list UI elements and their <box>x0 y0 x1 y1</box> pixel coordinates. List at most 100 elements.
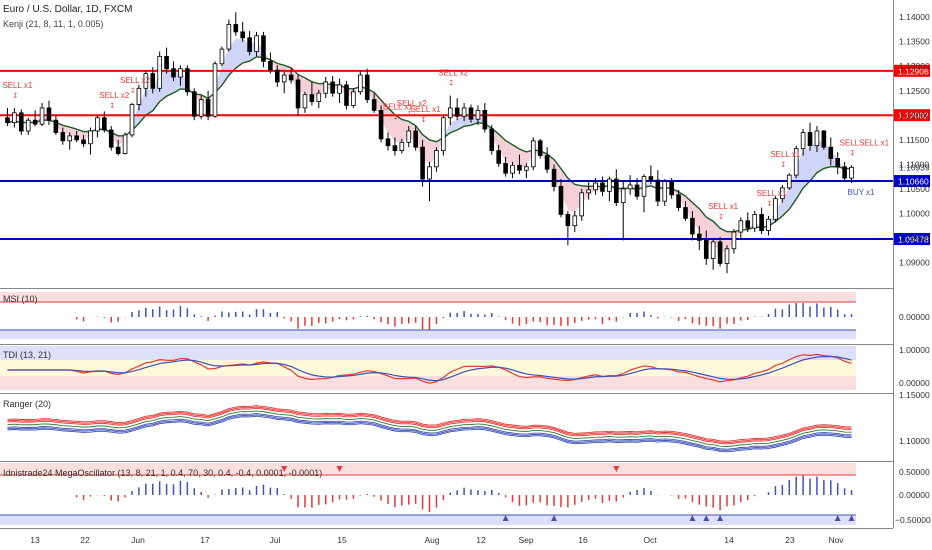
sell-signal: SELL x1 <box>411 105 441 114</box>
candle <box>88 130 93 145</box>
candle <box>434 150 439 168</box>
candle <box>254 35 259 52</box>
candle <box>157 56 162 89</box>
sell-signal: SELL x1 <box>770 150 800 159</box>
candle <box>371 99 377 111</box>
candle <box>828 146 834 159</box>
candle <box>143 73 149 89</box>
candle <box>53 119 59 133</box>
candle <box>807 132 813 147</box>
candle <box>468 107 474 120</box>
y-tick-label: 1.12500 <box>899 86 930 96</box>
candle <box>738 220 744 233</box>
candle <box>766 218 771 231</box>
candle <box>46 107 52 121</box>
candle <box>814 130 820 147</box>
candle <box>191 91 197 117</box>
candle <box>212 63 218 117</box>
candle <box>510 164 515 174</box>
tdi-axis-label: 1.00000 <box>899 345 930 355</box>
mega-buy-marker <box>502 515 509 521</box>
candle <box>530 140 536 168</box>
candle <box>281 74 287 83</box>
candle <box>226 24 232 50</box>
tdi-mid-band <box>0 360 856 376</box>
price-line-tag <box>894 233 930 246</box>
price-line-tag <box>894 175 930 188</box>
candle <box>537 140 543 156</box>
y-tick-label: 1.13000 <box>899 61 930 71</box>
x-tick-label: 15 <box>337 535 347 545</box>
sell-signal: SELLSELL x1 <box>840 138 890 147</box>
sell-arrow: ↧ <box>12 92 18 100</box>
candle <box>745 220 751 229</box>
candle <box>627 184 633 190</box>
x-tick-label: 13 <box>30 535 40 545</box>
tdi-pane-label: TDI (13, 21) <box>3 350 52 360</box>
sell-arrow: ↧ <box>448 80 454 88</box>
mega-buy-marker <box>717 515 724 521</box>
candle <box>32 119 38 125</box>
mega-axis-label: 0.50000 <box>899 467 930 477</box>
ranger-lower-line <box>7 414 852 451</box>
candle <box>378 109 384 140</box>
kenji-cloud <box>643 182 658 192</box>
msi-pane-label: MSI (10) <box>3 294 38 304</box>
ranger-upper-line <box>7 405 852 442</box>
y-tick-label: 1.10000 <box>899 208 930 218</box>
candle <box>102 117 107 131</box>
candle <box>164 56 169 70</box>
candle <box>524 166 529 171</box>
price-line-tag <box>894 109 930 122</box>
buy-signal: BUY x1 <box>848 188 876 197</box>
candle <box>12 112 17 124</box>
candle <box>835 158 841 168</box>
price-line-value: 1.09478 <box>898 235 929 245</box>
candle <box>316 92 322 102</box>
ranger-upper-line <box>7 406 852 443</box>
sell-signal: SELL x2 <box>438 69 468 78</box>
candle <box>558 186 564 215</box>
candle <box>842 166 847 179</box>
mega-buy-marker <box>848 515 855 521</box>
candle <box>648 176 654 181</box>
x-tick-label: Jun <box>131 535 145 545</box>
candle <box>683 207 688 219</box>
candle <box>185 68 190 93</box>
price-line-value: 1.12002 <box>898 111 929 121</box>
candle <box>302 94 308 109</box>
candle <box>309 94 315 102</box>
ranger-pane-label: Ranger (20) <box>3 399 52 409</box>
ranger-mid-line <box>7 410 852 447</box>
candle <box>18 112 24 132</box>
mega-buy-marker <box>703 515 710 521</box>
candle <box>399 141 405 152</box>
candle <box>337 84 342 94</box>
sell-arrow: ↧ <box>780 161 786 169</box>
candle <box>95 117 100 132</box>
sell-arrow: ↧ <box>393 113 399 121</box>
sell-arrow: ↧ <box>421 116 427 124</box>
mega-buy-marker <box>689 515 696 521</box>
tdi-line-red <box>7 353 852 384</box>
mega-lower-band <box>0 515 856 525</box>
candle <box>247 37 252 52</box>
candle <box>295 79 301 109</box>
candle <box>731 231 737 250</box>
candle <box>655 179 661 202</box>
kenji-cloud <box>131 70 195 131</box>
candle <box>614 178 619 204</box>
candle <box>330 81 335 94</box>
y-tick-label: 1.11500 <box>899 135 929 145</box>
candle <box>620 188 626 204</box>
candle <box>233 24 239 33</box>
candle <box>454 107 460 117</box>
candle <box>593 182 598 191</box>
candle <box>60 132 66 142</box>
candle <box>385 138 391 147</box>
ranger-lower-line <box>7 415 852 453</box>
x-tick-label: Jul <box>270 535 281 545</box>
y-tick-label: 1.12000 <box>899 110 930 120</box>
candle <box>108 129 114 148</box>
